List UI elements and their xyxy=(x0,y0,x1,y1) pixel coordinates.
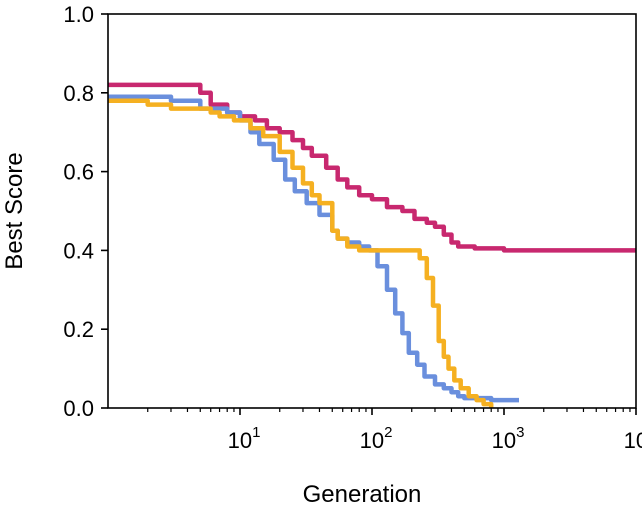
x-tick-label: 102 xyxy=(360,424,393,453)
y-tick-label: 0.0 xyxy=(63,396,94,421)
y-tick-label: 0.2 xyxy=(63,317,94,342)
y-axis-title: Best Score xyxy=(1,152,28,269)
y-axis: 0.0 0.2 0.4 0.6 0.8 1.0 xyxy=(63,2,108,421)
x-tick-label: 101 xyxy=(228,424,261,453)
x-axis: 101 102 103 104 xyxy=(147,408,642,453)
y-tick-label: 0.4 xyxy=(63,238,94,263)
y-tick-label: 1.0 xyxy=(63,2,94,27)
x-tick-label: 104 xyxy=(624,424,642,453)
plot-frame xyxy=(107,13,637,409)
y-tick-label: 0.6 xyxy=(63,160,94,185)
y-tick-label: 0.8 xyxy=(63,81,94,106)
series-line-3 xyxy=(108,98,494,408)
x-axis-title: Generation xyxy=(303,481,422,508)
series-layer xyxy=(108,82,636,408)
x-tick-label: 103 xyxy=(492,424,525,453)
